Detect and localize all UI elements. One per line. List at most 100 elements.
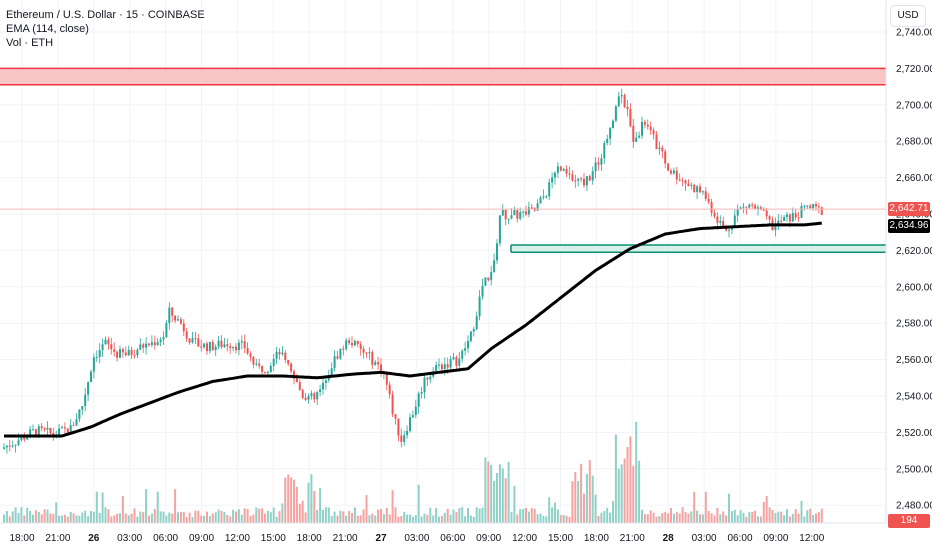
volume-bar xyxy=(420,516,423,523)
volume-bar xyxy=(409,514,411,523)
candle-body xyxy=(675,170,678,180)
volume-indicator-label[interactable]: Vol · ETH xyxy=(6,37,54,49)
candle-body xyxy=(762,209,765,211)
candle-body xyxy=(693,184,696,193)
currency-button[interactable]: USD xyxy=(890,5,926,27)
volume-bar xyxy=(574,472,577,523)
candle-body xyxy=(438,364,440,366)
candle-body xyxy=(313,393,316,400)
candle-body xyxy=(32,429,34,431)
candle-body xyxy=(371,352,374,365)
candle-body xyxy=(759,207,762,210)
volume-bar xyxy=(377,509,380,523)
candle-body xyxy=(649,126,652,131)
volume-bar xyxy=(783,515,786,523)
volume-bar xyxy=(742,512,745,523)
candle-body xyxy=(150,342,153,346)
candle-body xyxy=(290,363,293,372)
volume-bar xyxy=(333,511,336,523)
volume-bar xyxy=(307,482,310,523)
volume-bar xyxy=(693,491,696,523)
volume-bar xyxy=(496,472,498,523)
candle-body xyxy=(501,210,504,216)
candle-body xyxy=(443,364,446,370)
volume-bar xyxy=(278,511,281,523)
symbol-title[interactable]: Ethereum / U.S. Dollar · 15 · COINBASE xyxy=(6,9,205,21)
volume-bar xyxy=(150,513,153,523)
volume-bar xyxy=(675,511,678,523)
volume-bar xyxy=(324,507,327,523)
price-axis[interactable]: 2,740.00 2,720.00 2,700.00 2,680.00 2,660.00… xyxy=(896,28,932,512)
volume-bar xyxy=(345,515,348,523)
candle-body xyxy=(148,343,150,346)
candle-body xyxy=(745,206,748,208)
volume-bar xyxy=(182,512,185,523)
candle-body xyxy=(397,418,400,436)
volume-bar xyxy=(771,510,774,523)
volume-bar xyxy=(113,515,116,523)
candle-body xyxy=(788,214,791,222)
volume-bar xyxy=(678,513,681,523)
volume-bar xyxy=(716,507,719,523)
price-tick-label: 2,520.00 xyxy=(896,428,932,439)
volume-bar xyxy=(739,510,742,523)
candle-body xyxy=(179,319,182,324)
candle-body xyxy=(440,364,443,370)
volume-bar xyxy=(455,512,458,523)
ema-indicator-label[interactable]: EMA (114, close) xyxy=(6,23,89,35)
candle-body xyxy=(17,440,20,445)
candle-body xyxy=(261,365,264,372)
volume-bar xyxy=(568,516,571,523)
candle-body xyxy=(130,349,133,356)
candle-body xyxy=(110,344,113,350)
volume-bar xyxy=(153,509,156,523)
volume-bar xyxy=(293,479,295,523)
candle-body xyxy=(66,428,69,434)
volume-bar xyxy=(745,516,748,523)
volume-bar xyxy=(632,466,635,523)
time-axis[interactable]: 18:00 21:00 26 03:00 06:00 09:00 12:00 15:00 18:… xyxy=(9,533,824,544)
volume-bar xyxy=(777,511,780,523)
volume-bar xyxy=(206,511,208,523)
volume-bar xyxy=(498,464,501,523)
volume-bar xyxy=(284,477,287,523)
volume-bar xyxy=(440,515,443,523)
volume-bar xyxy=(435,507,438,523)
volume-bar xyxy=(562,514,565,523)
candle-body xyxy=(565,168,568,174)
volume-bar xyxy=(385,507,388,523)
volume-bar xyxy=(200,515,203,523)
volume-bar xyxy=(121,495,124,523)
candle-body xyxy=(812,203,815,209)
candle-body xyxy=(165,322,168,338)
volume-bar xyxy=(606,507,609,523)
candle-body xyxy=(133,355,136,357)
volume-bar xyxy=(72,513,75,523)
candle-body xyxy=(411,415,414,418)
volume-bar xyxy=(107,509,110,523)
volume-bar xyxy=(501,468,504,523)
time-tick-label: 27 xyxy=(375,533,387,544)
volume-bar xyxy=(98,512,101,523)
candle-body xyxy=(542,196,545,198)
candle-body xyxy=(278,351,281,355)
volume-bar xyxy=(327,507,330,523)
candle-body xyxy=(174,315,177,321)
volume-bar xyxy=(797,513,800,523)
candle-body xyxy=(168,307,171,323)
time-tick-label: 06:00 xyxy=(153,533,178,544)
volume-bar xyxy=(165,515,168,523)
volume-bar xyxy=(400,516,403,523)
volume-bar xyxy=(127,515,130,523)
candle-body xyxy=(588,176,591,181)
time-tick-label: 03:00 xyxy=(692,533,717,544)
volume-bar xyxy=(217,509,220,523)
volume-bar xyxy=(635,421,638,523)
volume-bar xyxy=(258,508,261,523)
volume-bar xyxy=(301,500,304,523)
candle-body xyxy=(646,124,649,127)
candle-body xyxy=(626,106,629,110)
volume-bar xyxy=(571,481,574,523)
candle-body xyxy=(281,352,284,355)
